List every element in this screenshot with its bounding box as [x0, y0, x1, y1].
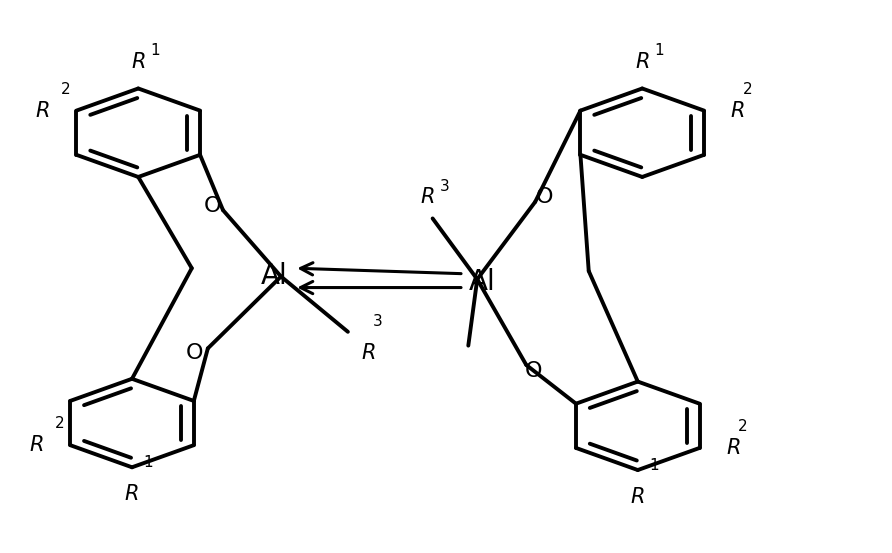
Text: R: R	[361, 343, 376, 363]
Text: O: O	[186, 343, 203, 363]
Text: O: O	[535, 187, 553, 207]
Text: 3: 3	[373, 314, 383, 329]
Text: O: O	[524, 361, 542, 380]
Text: 2: 2	[742, 82, 752, 97]
Text: 1: 1	[654, 43, 664, 58]
Text: 3: 3	[440, 179, 450, 194]
Text: R: R	[635, 52, 649, 72]
Text: 1: 1	[144, 455, 153, 470]
Text: R: R	[421, 187, 435, 207]
Text: 2: 2	[62, 82, 71, 97]
Text: R: R	[35, 101, 50, 121]
Text: R: R	[29, 435, 44, 455]
Text: O: O	[203, 196, 221, 216]
Text: 1: 1	[150, 43, 160, 58]
Text: 2: 2	[55, 416, 65, 431]
Text: R: R	[631, 487, 645, 507]
Text: Al: Al	[260, 263, 287, 290]
Text: R: R	[726, 438, 741, 458]
Text: R: R	[131, 52, 145, 72]
Text: R: R	[731, 101, 746, 121]
Text: R: R	[125, 484, 139, 504]
Text: 1: 1	[649, 458, 659, 473]
Text: 2: 2	[738, 419, 747, 434]
Text: Al: Al	[468, 268, 495, 296]
